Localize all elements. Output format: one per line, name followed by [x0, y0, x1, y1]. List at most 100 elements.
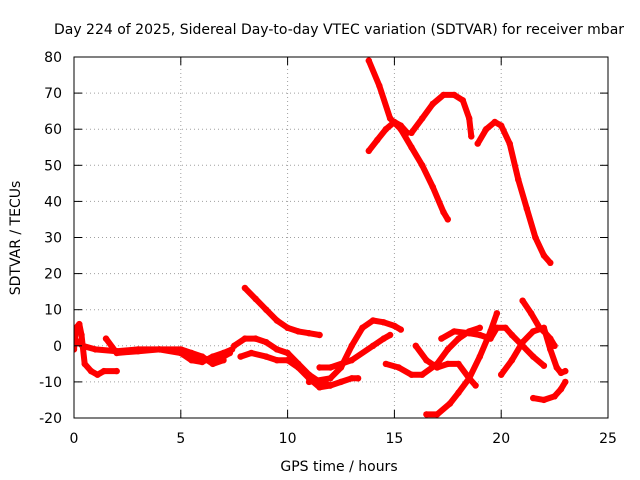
- data-point: [263, 339, 270, 346]
- data-point: [493, 324, 501, 331]
- data-point: [102, 335, 110, 342]
- data-point: [295, 364, 302, 371]
- data-point: [156, 346, 163, 353]
- data-point: [508, 357, 516, 364]
- data-point: [188, 349, 195, 357]
- data-point: [530, 353, 537, 360]
- data-point: [423, 411, 430, 418]
- data-point: [391, 322, 398, 330]
- ticks: 0 5 10 15 20 25 -20 -10 0 10 20 30 40 50 60 70 80: [39, 50, 617, 447]
- data-point: [540, 328, 548, 335]
- data-point: [284, 349, 291, 357]
- data-point: [451, 328, 458, 335]
- data-point: [382, 360, 390, 368]
- y-tick-label: -20: [39, 411, 62, 427]
- data-point: [316, 364, 323, 371]
- data-point: [374, 136, 381, 144]
- data-point: [444, 346, 451, 353]
- data-point: [76, 320, 83, 328]
- data-point: [466, 375, 473, 382]
- data-point: [369, 317, 377, 324]
- data-point: [530, 328, 537, 335]
- data-point: [468, 133, 475, 140]
- y-tick-label: 70: [44, 86, 62, 102]
- y-tick-label: 0: [53, 339, 62, 355]
- data-point: [419, 371, 426, 378]
- data-point: [74, 346, 78, 353]
- data-point: [348, 357, 355, 364]
- data-point: [231, 342, 238, 349]
- data-point: [466, 330, 473, 337]
- data-point: [536, 324, 543, 331]
- data-point: [87, 367, 95, 375]
- data-point: [284, 357, 291, 364]
- data-point: [547, 346, 554, 353]
- data-point: [474, 140, 481, 147]
- data-point: [476, 331, 483, 339]
- data-point: [359, 324, 366, 331]
- y-tick-label: -10: [39, 375, 62, 391]
- data-point: [199, 358, 206, 366]
- data-point: [540, 252, 548, 259]
- data-point: [433, 364, 441, 371]
- data-point: [472, 382, 479, 389]
- data-point: [305, 330, 313, 337]
- y-tick-label: 80: [44, 50, 62, 66]
- data-point: [273, 317, 281, 324]
- data-point: [459, 97, 466, 104]
- data-point: [476, 324, 483, 331]
- data-point: [551, 342, 558, 349]
- data-point: [78, 331, 85, 339]
- data-point: [455, 335, 462, 342]
- x-tick-label: 10: [279, 431, 297, 447]
- data-point: [440, 91, 447, 99]
- data-point: [386, 115, 394, 122]
- data-point: [74, 335, 78, 342]
- y-tick-label: 50: [44, 158, 62, 174]
- data-point: [382, 126, 390, 133]
- data-point: [408, 129, 415, 136]
- data-point: [273, 357, 281, 364]
- data-point: [220, 357, 227, 364]
- data-point: [540, 396, 548, 404]
- data-point: [562, 367, 569, 375]
- data-point: [444, 360, 451, 368]
- data-point: [241, 284, 249, 292]
- x-tick-label: 5: [176, 431, 185, 447]
- data-point: [523, 205, 530, 212]
- data-point: [455, 360, 462, 368]
- y-axis-label: SDTVAR / TECUs: [8, 181, 24, 296]
- data-point: [365, 147, 372, 155]
- data-point: [483, 126, 490, 133]
- data-point: [248, 349, 255, 357]
- y-tick-label: 60: [44, 122, 62, 138]
- x-tick-label: 25: [599, 431, 617, 447]
- data-point: [508, 331, 516, 339]
- series-line-arc-13: [474, 119, 554, 266]
- y-tick-label: 30: [44, 231, 62, 247]
- x-tick-label: 20: [492, 431, 510, 447]
- data-point: [113, 349, 120, 357]
- data-point: [92, 346, 99, 353]
- data-point: [487, 335, 494, 342]
- data-point: [476, 353, 483, 360]
- x-tick-label: 15: [385, 431, 403, 447]
- x-axis-label: GPS time / hours: [280, 459, 397, 475]
- data-point: [252, 335, 259, 342]
- data-point: [327, 375, 334, 382]
- data-point: [491, 118, 498, 126]
- series-group: [74, 57, 569, 418]
- data-point: [446, 400, 454, 407]
- data-point: [412, 342, 419, 349]
- data-point: [433, 411, 441, 418]
- data-point: [429, 100, 436, 108]
- data-point: [220, 349, 227, 357]
- data-point: [444, 216, 451, 223]
- data-point: [527, 310, 535, 317]
- data-point: [380, 335, 387, 342]
- y-tick-label: 20: [44, 267, 62, 283]
- data-point: [237, 353, 244, 360]
- data-point: [263, 353, 270, 360]
- data-point: [455, 389, 462, 396]
